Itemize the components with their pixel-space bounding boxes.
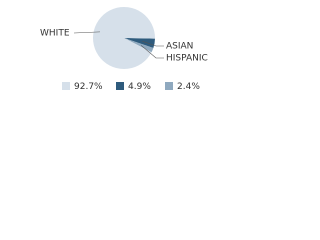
leader-line — [73, 31, 100, 34]
legend-label: 4.9% — [128, 82, 151, 92]
slice-label: ASIAN — [166, 42, 193, 52]
pie-slice — [124, 38, 155, 48]
legend-swatch — [116, 82, 124, 90]
legend-label: 92.7% — [74, 82, 103, 92]
legend-swatch — [165, 82, 173, 90]
pie-slice — [124, 38, 154, 53]
legend-swatch — [62, 82, 70, 90]
slice-label: WHITE — [40, 29, 70, 39]
leader-line — [140, 45, 164, 59]
slice-label: HISPANIC — [166, 54, 208, 64]
leader-line — [142, 40, 164, 47]
chart: WHITE ASIAN HISPANIC 92.7% 4.9% 2.4% — [40, 6, 208, 92]
legend-label: 2.4% — [177, 82, 200, 92]
pie-slice — [92, 6, 155, 69]
